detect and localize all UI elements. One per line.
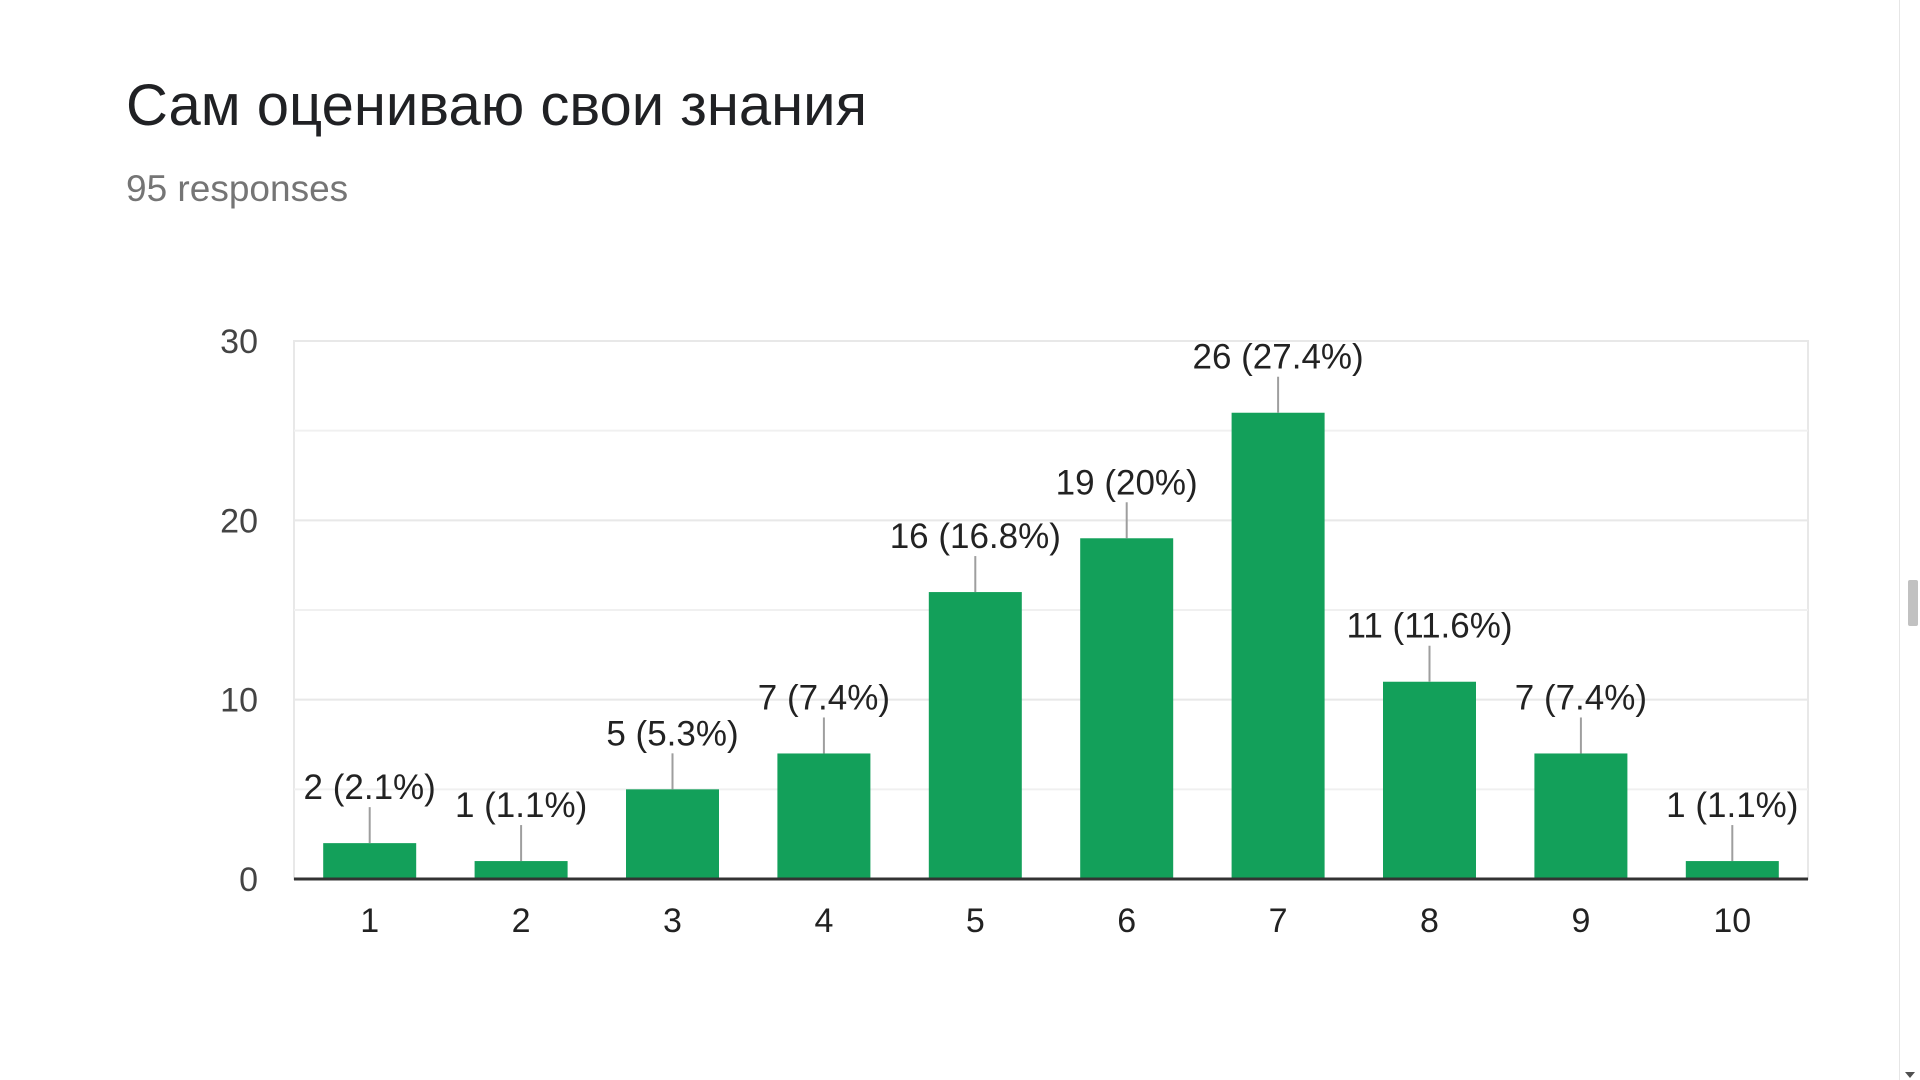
data-label: 1 (1.1%) <box>455 786 587 825</box>
response-count: 95 responses <box>126 168 349 209</box>
data-label: 2 (2.1%) <box>304 768 436 807</box>
data-label: 5 (5.3%) <box>606 714 738 753</box>
data-label: 1 (1.1%) <box>1666 786 1798 825</box>
x-tick-label: 1 <box>360 902 379 940</box>
x-tick-label: 6 <box>1117 902 1136 940</box>
data-label: 11 (11.6%) <box>1346 607 1512 646</box>
vertical-scrollbar[interactable] <box>1899 0 1920 1080</box>
x-tick-label: 5 <box>966 902 985 940</box>
bar <box>928 592 1022 879</box>
bar <box>323 843 417 879</box>
scrollbar-thumb[interactable] <box>1908 580 1918 626</box>
y-tick-label: 0 <box>239 861 258 899</box>
chart-title: Сам оцениваю свои знания <box>126 73 867 138</box>
bar <box>1231 412 1325 879</box>
bar <box>777 753 871 879</box>
x-tick-label: 3 <box>663 902 682 940</box>
y-tick-label: 30 <box>220 323 258 361</box>
data-label: 7 (7.4%) <box>1515 678 1647 717</box>
bar <box>1383 681 1476 879</box>
bar <box>1080 538 1174 879</box>
scroll-down-arrow-icon[interactable] <box>1905 1072 1915 1078</box>
data-label: 7 (7.4%) <box>758 678 890 717</box>
data-label: 16 (16.8%) <box>890 517 1061 556</box>
x-tick-label: 4 <box>814 902 833 940</box>
x-tick-label: 2 <box>512 902 531 940</box>
bar <box>474 861 568 879</box>
bar <box>1534 753 1628 879</box>
x-tick-label: 8 <box>1420 902 1439 940</box>
bar <box>1685 861 1779 879</box>
y-tick-label: 10 <box>220 682 258 720</box>
data-label: 19 (20%) <box>1056 463 1198 502</box>
y-tick-label: 20 <box>220 502 258 540</box>
x-tick-label: 7 <box>1269 902 1288 940</box>
data-label: 26 (27.4%) <box>1192 338 1363 377</box>
x-tick-label: 9 <box>1571 902 1590 940</box>
bar <box>626 789 719 879</box>
x-tick-label: 10 <box>1713 902 1751 940</box>
